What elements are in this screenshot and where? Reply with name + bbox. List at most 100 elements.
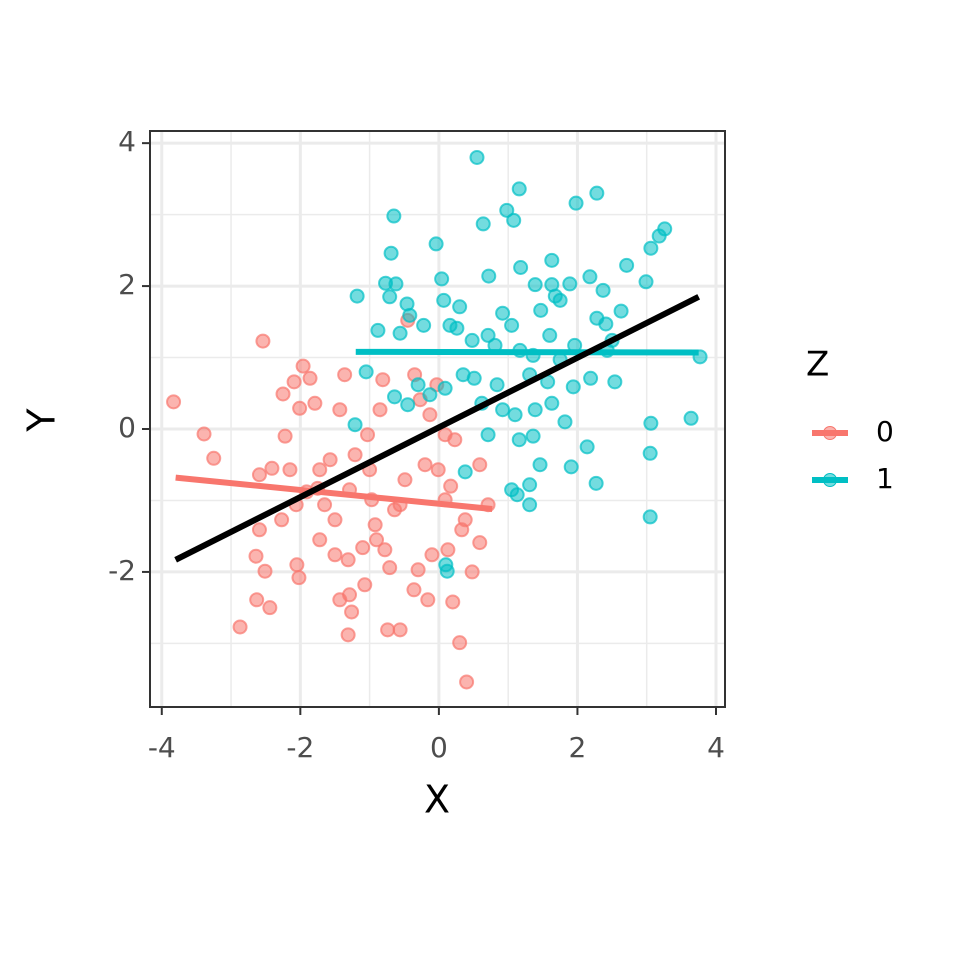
- point: [459, 674, 475, 690]
- legend-title: Z: [806, 345, 829, 385]
- y-tick-label: -2: [108, 554, 136, 587]
- point: [513, 259, 529, 275]
- point: [291, 570, 307, 586]
- point: [589, 185, 605, 201]
- y-tick-label: 2: [118, 268, 136, 301]
- point: [274, 512, 290, 528]
- point: [327, 547, 343, 563]
- point: [382, 289, 398, 305]
- point: [457, 464, 473, 480]
- point: [544, 395, 560, 411]
- point: [464, 332, 480, 348]
- point: [286, 374, 302, 390]
- point: [454, 522, 470, 538]
- fit-line: [355, 348, 699, 356]
- point: [410, 562, 426, 578]
- point: [307, 395, 323, 411]
- point: [642, 445, 658, 461]
- legend-key-point: [823, 426, 837, 440]
- point: [422, 407, 438, 423]
- point: [464, 564, 480, 580]
- point: [430, 462, 446, 478]
- point: [588, 475, 604, 491]
- point: [340, 552, 356, 568]
- point: [322, 452, 338, 468]
- point: [437, 380, 453, 396]
- point: [349, 288, 365, 304]
- point: [420, 592, 436, 608]
- point: [295, 358, 311, 374]
- point: [367, 517, 383, 533]
- point: [388, 276, 404, 292]
- point: [369, 532, 385, 548]
- point: [506, 212, 522, 228]
- point: [579, 439, 595, 455]
- point: [251, 467, 267, 483]
- point: [642, 509, 658, 525]
- point: [598, 316, 614, 332]
- point: [251, 522, 267, 538]
- point: [342, 587, 358, 603]
- point: [651, 228, 667, 244]
- y-axis-title: Y: [20, 408, 64, 433]
- point: [562, 276, 578, 292]
- legend-label: 0: [876, 415, 894, 448]
- point: [438, 557, 454, 573]
- point: [332, 402, 348, 418]
- point: [511, 432, 527, 448]
- point: [509, 487, 525, 503]
- point: [683, 410, 699, 426]
- point: [525, 428, 541, 444]
- x-tick-label: -2: [286, 731, 314, 764]
- point: [386, 208, 402, 224]
- point: [248, 548, 264, 564]
- point: [557, 414, 573, 430]
- point: [466, 370, 482, 386]
- point: [347, 417, 363, 433]
- x-tick-label: -4: [148, 731, 176, 764]
- point: [447, 432, 463, 448]
- point: [499, 202, 515, 218]
- point: [375, 372, 391, 388]
- point: [489, 377, 505, 393]
- point: [327, 512, 343, 528]
- legend-key-point: [823, 473, 837, 487]
- point: [410, 377, 426, 393]
- point: [422, 387, 438, 403]
- point: [552, 292, 568, 308]
- point: [475, 216, 491, 232]
- point: [643, 415, 659, 431]
- point: [428, 236, 444, 252]
- point: [370, 322, 386, 338]
- point: [595, 282, 611, 298]
- point: [372, 402, 388, 418]
- legend-label: 1: [876, 462, 894, 495]
- point: [607, 374, 623, 390]
- point: [416, 317, 432, 333]
- point: [344, 604, 360, 620]
- x-tick-label: 4: [707, 731, 725, 764]
- point: [406, 582, 422, 598]
- point: [400, 397, 416, 413]
- point: [377, 542, 393, 558]
- point: [443, 478, 459, 494]
- point: [317, 497, 333, 513]
- point: [445, 594, 461, 610]
- point: [264, 460, 280, 476]
- point: [347, 447, 363, 463]
- point: [522, 497, 538, 513]
- point: [565, 379, 581, 395]
- point: [275, 386, 291, 402]
- point: [532, 457, 548, 473]
- point: [337, 367, 353, 383]
- point: [504, 317, 520, 333]
- point: [166, 394, 182, 410]
- point: [232, 619, 248, 635]
- point: [292, 400, 308, 416]
- point: [480, 327, 496, 343]
- point: [527, 402, 543, 418]
- point: [383, 245, 399, 261]
- point: [440, 542, 456, 558]
- point: [613, 303, 629, 319]
- y-tick-label: 4: [118, 125, 136, 158]
